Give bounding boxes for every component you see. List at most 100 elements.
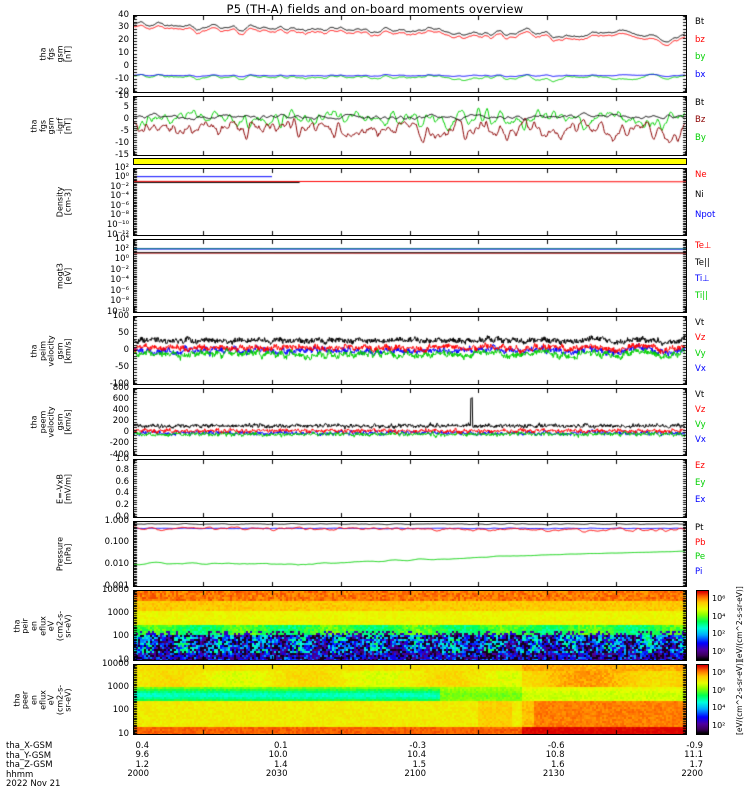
legend-entry: Vz [695,333,706,344]
y-axis-label: [mV/m] [63,473,73,504]
y-tick-label: 1.000 [104,515,129,526]
y-tick-label: 0 [123,114,129,125]
legend-entry: Ne [695,170,707,180]
x-tick-value: 10.0 [268,750,288,761]
x-tick-value: 0.1 [273,741,288,751]
legend-entry: Pb [695,537,706,548]
y-axis-label: [km/s] [63,337,73,364]
y-tick-label: 1000 [107,681,129,692]
legend-entry: Vt [695,390,705,400]
x-tick-value: 10.4 [407,750,426,761]
y-tick-label: 10000 [101,658,129,669]
x-tick-value: 1.2 [135,759,149,770]
x-tick-value: 10.8 [545,750,565,761]
y-tick-label: 0.2 [115,499,129,510]
y-axis-label: gsm [46,117,56,135]
y-axis-label: [km/s] [63,409,73,435]
y-axis-label: [nPa] [63,543,73,565]
y-tick-label: 10² [114,243,129,254]
y-axis-label: eV [46,694,56,705]
legend-entry: Pt [695,523,704,533]
y-tick-label: 10² [114,162,129,173]
y-tick-label: 800 [112,382,129,393]
colorbar-gradient [697,591,708,660]
y-tick-label: -20 [115,86,129,97]
y-tick-label: 10⁰ [114,254,129,265]
x-tick-value: 2130 [542,769,565,780]
y-axis-label: tha [29,343,39,358]
legend-entry: Vx [695,435,706,445]
y-tick-label: 0.4 [115,488,129,499]
legend-entry: Vt [695,318,705,328]
y-tick-label: -5 [120,125,129,136]
legend-entry: Vx [695,363,706,374]
peir-colorbar [696,590,709,661]
x-tick-column: -0.9 11.1 1.7 2200 [643,741,703,780]
plot-panel-mogt3 [133,239,687,313]
y-axis-label: eV [46,620,56,631]
x-tick-value: -0.3 [409,741,426,751]
colorbar-tick-label: 10² [712,629,726,639]
plot-canvas-e-field [134,460,686,517]
colorbar-tick-label: 10⁶ [712,593,726,603]
legend-entry: Ez [695,461,705,471]
legend-entry: Ni [695,190,704,200]
y-tick-label: -50 [115,361,129,372]
y-tick-label: 0.6 [115,476,129,487]
x-tick-value: 1.4 [273,759,288,770]
plot-canvas-peim-velocity [134,317,686,384]
plot-canvas-peer-eflux [134,665,686,734]
page-title: P5 (TH-A) fields and on-board moments ov… [226,2,524,16]
y-tick-label: 0.8 [115,465,129,476]
x-tick-value: 2030 [265,769,288,780]
y-tick-label: 10⁰ [114,172,129,183]
legend-entry: Te|| [695,257,710,268]
y-tick-label: 600 [112,393,129,404]
y-tick-label: 10000 [101,584,129,595]
plot-canvas-peir-eflux [134,591,686,660]
legend-entry: Npot [695,210,716,220]
colorbar-tick-label: 10⁸ [712,667,726,677]
x-axis-row-label: tha_Z-GSM [6,760,53,771]
colorbar-tick-label: 10⁶ [712,685,726,695]
plot-panel-peir-eflux [133,590,687,661]
y-tick-label: 10 [118,728,129,739]
plot-panel-peer-eflux [133,664,687,735]
x-tick-value: -0.6 [547,741,565,751]
y-axis-label: [cm-3] [63,188,73,216]
y-axis-label: velocity [46,334,56,367]
legend-entry: Ti⊥ [695,274,710,284]
x-tick-value: -0.9 [686,741,703,751]
y-tick-label: -10 [115,73,129,84]
x-tick-value: 1.6 [550,759,565,770]
y-tick-label: 10⁻⁴ [110,275,129,286]
legend-entry: by [695,52,706,62]
y-tick-label: 10⁻¹² [106,229,129,240]
plot-panel-density [133,168,687,236]
legend-entry: Ey [695,478,706,488]
x-axis-row-label: hhmm [6,769,34,780]
y-axis-label: sr-eV) [63,613,73,638]
colorbar-tick-label: 10² [712,721,726,731]
x-tick-column: 0.4 9.6 1.2 2000 [89,741,149,780]
legend-entry: Bt [695,17,705,27]
legend-entry: bx [695,69,706,80]
y-tick-label: 10 [118,90,129,101]
y-tick-label: 30 [118,22,129,33]
y-tick-label: 0.001 [104,580,129,591]
y-tick-label: 0 [123,60,129,71]
y-tick-label: 0.0 [115,511,129,522]
x-tick-value: 2100 [404,769,426,780]
y-tick-label: 50 [118,327,129,338]
y-tick-label: -100 [109,378,129,389]
legend-entry: Ex [695,495,706,505]
y-axis-label: en [29,620,39,631]
plot-panel-e-field [133,459,687,518]
legend-entry: Te⊥ [695,241,712,251]
y-tick-label: 10 [118,654,129,665]
plot-canvas-density [134,169,686,235]
x-tick-value: 0.4 [135,741,149,751]
x-tick-column: -0.6 10.8 1.6 2130 [505,741,565,780]
y-tick-label: -15 [115,149,129,160]
y-axis-label: sr-eV) [63,687,73,712]
